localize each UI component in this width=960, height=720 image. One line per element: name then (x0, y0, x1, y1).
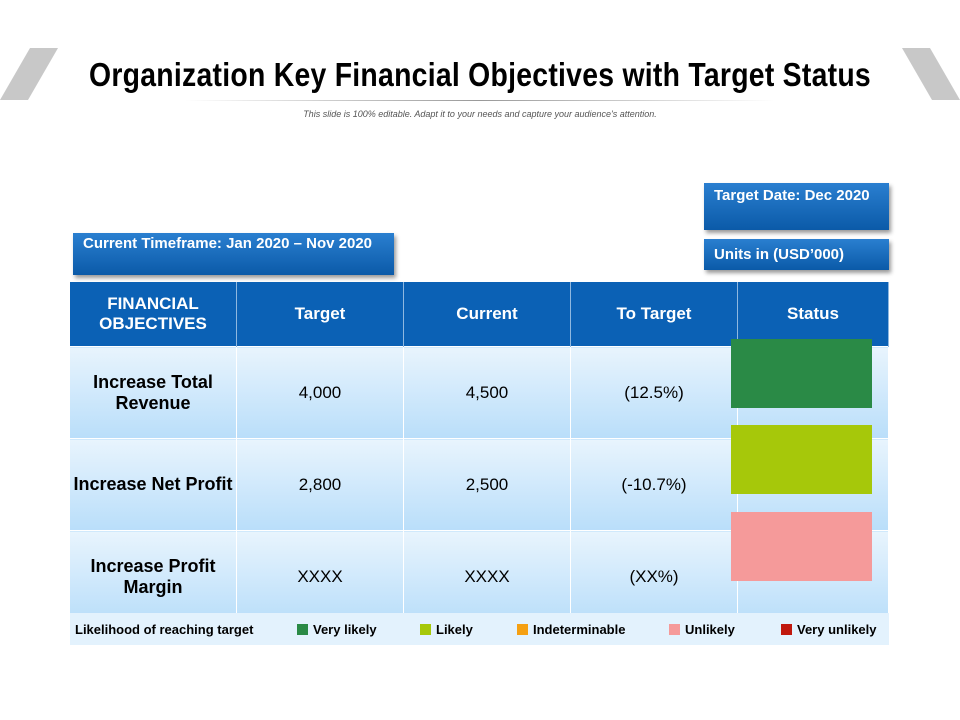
legend-item: Likely (420, 622, 517, 637)
to-target-cell: (12.5%) (570, 346, 738, 439)
header-status: Status (737, 282, 889, 347)
legend-title: Likelihood of reaching target (75, 621, 254, 637)
units-box: Units in (USD’000) (704, 239, 889, 270)
current-cell: 2,500 (403, 438, 571, 531)
subtitle: This slide is 100% editable. Adapt it to… (303, 109, 657, 119)
status-indicator (731, 512, 872, 581)
header-target: Target (236, 282, 404, 347)
table-header: FINANCIAL OBJECTIVES Target Current To T… (70, 282, 889, 347)
status-indicator (731, 339, 872, 408)
current-cell: XXXX (403, 530, 571, 622)
objective-cell: Increase Profit Margin (70, 530, 237, 622)
header-to-target: To Target (570, 282, 738, 347)
legend-swatch (297, 623, 308, 635)
status-indicator (731, 425, 872, 494)
legend-item: Very unlikely (781, 622, 877, 637)
legend: Likelihood of reaching target Very likel… (70, 613, 889, 645)
header-objectives: FINANCIAL OBJECTIVES (70, 282, 237, 347)
to-target-cell: (XX%) (570, 530, 738, 622)
target-cell: 4,000 (236, 346, 404, 439)
target-date-box: Target Date: Dec 2020 (704, 183, 889, 230)
legend-item: Indeterminable (517, 622, 669, 637)
page-title: Organization Key Financial Objectives wi… (89, 56, 871, 93)
legend-item: Unlikely (669, 622, 781, 637)
title-divider (185, 100, 775, 101)
legend-swatch (517, 623, 528, 635)
objective-cell: Increase Net Profit (70, 438, 237, 531)
current-cell: 4,500 (403, 346, 571, 439)
legend-swatch (669, 623, 680, 635)
decorative-stripes (0, 48, 960, 100)
legend-swatch (781, 623, 792, 635)
target-cell: XXXX (236, 530, 404, 622)
header-current: Current (403, 282, 571, 347)
to-target-cell: (-10.7%) (570, 438, 738, 531)
legend-swatch (420, 623, 431, 635)
legend-item: Very likely (297, 622, 420, 637)
objective-cell: Increase Total Revenue (70, 346, 237, 439)
target-cell: 2,800 (236, 438, 404, 531)
current-timeframe-box: Current Timeframe: Jan 2020 – Nov 2020 (73, 233, 394, 275)
